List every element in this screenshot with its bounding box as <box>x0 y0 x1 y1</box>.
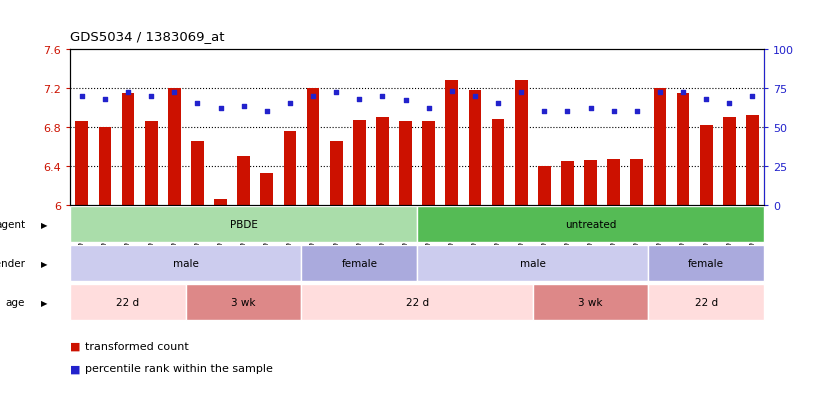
Text: 3 wk: 3 wk <box>578 297 603 307</box>
Point <box>607 109 620 115</box>
Point <box>191 101 204 107</box>
Bar <box>584 161 597 205</box>
Point <box>561 109 574 115</box>
Bar <box>70 246 301 282</box>
Point <box>491 101 505 107</box>
Text: GDS5034 / 1383069_at: GDS5034 / 1383069_at <box>70 31 225 43</box>
Bar <box>353 121 366 205</box>
Text: transformed count: transformed count <box>85 341 189 351</box>
Point <box>214 105 227 112</box>
Text: agent: agent <box>0 220 25 230</box>
Point <box>260 109 273 115</box>
Bar <box>168 88 181 205</box>
Bar <box>145 121 158 205</box>
Text: ▶: ▶ <box>40 220 47 229</box>
Bar <box>301 285 533 320</box>
Point <box>75 93 88 100</box>
Point <box>445 88 458 95</box>
Bar <box>191 142 204 205</box>
Bar <box>121 93 135 205</box>
Point <box>700 96 713 103</box>
Bar <box>399 121 412 205</box>
Point <box>98 96 112 103</box>
Point <box>353 96 366 103</box>
Text: PBDE: PBDE <box>230 219 258 229</box>
Bar <box>630 159 643 205</box>
Point <box>723 101 736 107</box>
Point <box>145 93 158 100</box>
Bar <box>283 131 297 205</box>
Point <box>422 105 435 112</box>
Point <box>676 90 690 97</box>
Text: age: age <box>6 298 25 308</box>
Bar <box>417 207 764 243</box>
Bar <box>214 199 227 205</box>
Text: ■: ■ <box>70 363 84 373</box>
Bar <box>648 285 764 320</box>
Point <box>746 93 759 100</box>
Bar <box>538 166 551 205</box>
Point <box>515 90 528 97</box>
Text: 22 d: 22 d <box>406 297 429 307</box>
Text: ▶: ▶ <box>40 298 47 307</box>
Bar <box>676 93 690 205</box>
Bar <box>561 161 574 205</box>
Text: untreated: untreated <box>565 219 616 229</box>
Point <box>468 93 482 100</box>
Point <box>237 104 250 111</box>
Bar <box>723 118 736 205</box>
Bar <box>700 126 713 205</box>
Bar <box>301 246 417 282</box>
Bar <box>260 173 273 205</box>
Bar <box>533 285 648 320</box>
Bar <box>376 118 389 205</box>
Point <box>283 101 297 107</box>
Bar <box>445 81 458 205</box>
Text: male: male <box>520 258 546 268</box>
Bar <box>306 88 320 205</box>
Bar <box>70 285 186 320</box>
Bar <box>98 128 112 205</box>
Text: gender: gender <box>0 259 25 269</box>
Bar <box>237 157 250 205</box>
Bar <box>491 120 505 205</box>
Text: male: male <box>173 258 199 268</box>
Bar <box>70 207 417 243</box>
Point <box>653 90 667 97</box>
Text: 3 wk: 3 wk <box>231 297 256 307</box>
Text: female: female <box>688 258 724 268</box>
Point <box>330 90 343 97</box>
Point <box>121 90 135 97</box>
Bar <box>648 246 764 282</box>
Bar <box>186 285 301 320</box>
Text: 22 d: 22 d <box>116 297 140 307</box>
Bar <box>515 81 528 205</box>
Text: percentile rank within the sample: percentile rank within the sample <box>85 363 273 373</box>
Point <box>630 109 643 115</box>
Bar <box>607 159 620 205</box>
Bar <box>746 116 759 205</box>
Point <box>168 90 181 97</box>
Bar <box>417 246 648 282</box>
Text: ▶: ▶ <box>40 259 47 268</box>
Bar <box>468 90 482 205</box>
Point <box>376 93 389 100</box>
Point <box>584 105 597 112</box>
Text: 22 d: 22 d <box>695 297 718 307</box>
Text: female: female <box>341 258 377 268</box>
Point <box>399 97 412 104</box>
Text: ■: ■ <box>70 341 84 351</box>
Point <box>538 109 551 115</box>
Bar <box>75 121 88 205</box>
Bar <box>422 121 435 205</box>
Point <box>306 93 320 100</box>
Bar <box>653 88 667 205</box>
Bar <box>330 142 343 205</box>
